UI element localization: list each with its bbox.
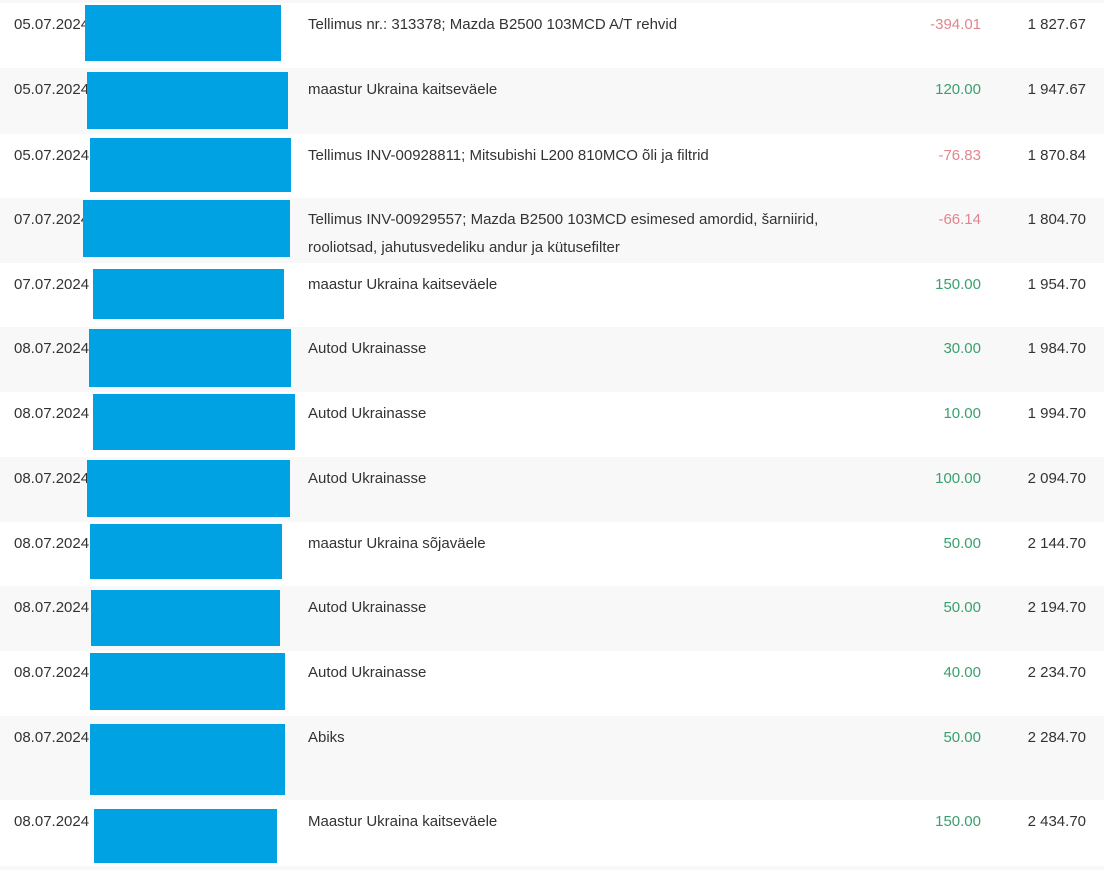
redacted-payee-box [91, 590, 280, 646]
transaction-row[interactable]: 08.07.2024 Autod Ukrainasse 30.00 1 984.… [0, 327, 1104, 392]
balance: 2 234.70 [1027, 664, 1086, 681]
transaction-date: 08.07.2024 [14, 812, 90, 830]
payee-cell [86, 68, 308, 129]
transaction-row[interactable]: 07.07.2024 maastur Ukraina kaitseväele 1… [0, 262, 1104, 327]
transaction-date: 08.07.2024 [14, 728, 90, 746]
amount: 150.00 [935, 812, 981, 830]
transaction-row[interactable]: 08.07.2024 Autod Ukrainasse 100.00 2 094… [0, 456, 1104, 522]
transaction-description: maastur Ukraina sõjaväele [308, 534, 486, 552]
transaction-date: 08.07.2024 [14, 599, 90, 616]
transaction-date: 08.07.2024 [14, 469, 90, 487]
payee-cell [86, 327, 308, 387]
balance: 2 094.70 [1027, 469, 1086, 487]
transaction-date: 05.07.2024 [14, 16, 90, 33]
amount: -66.14 [938, 211, 981, 228]
transaction-date: 07.07.2024 [14, 275, 90, 293]
redacted-payee-box [87, 459, 290, 517]
transaction-row[interactable]: 08.07.2024 Abiks 50.00 2 284.70 [0, 715, 1104, 800]
transaction-description: Autod Ukrainasse [308, 469, 427, 487]
transaction-date: 08.07.2024 [14, 405, 90, 422]
amount: 100.00 [935, 469, 981, 487]
redacted-payee-box [90, 137, 291, 192]
redacted-payee-box [85, 5, 281, 61]
amount: 50.00 [943, 534, 981, 552]
payee-cell [86, 651, 308, 710]
payee-cell [86, 457, 308, 517]
redacted-payee-box [94, 808, 277, 863]
payee-cell [86, 716, 308, 795]
redacted-payee-box [93, 268, 284, 319]
balance: 2 284.70 [1027, 728, 1086, 746]
transaction-row[interactable]: 07.07.2024 Tellimus INV-00929557; Mazda … [0, 198, 1104, 263]
balance: 1 804.70 [1027, 211, 1086, 228]
payee-cell [86, 392, 308, 450]
balance: 1 994.70 [1027, 405, 1086, 422]
transaction-description: Autod Ukrainasse [308, 405, 427, 422]
transaction-description: Tellimus INV-00928811; Mitsubishi L200 8… [308, 146, 709, 164]
redacted-payee-box [83, 200, 290, 257]
partial-row-above [0, 0, 1104, 3]
balance: 2 434.70 [1027, 812, 1086, 830]
transaction-row[interactable]: 05.07.2024 maastur Ukraina kaitseväele 1… [0, 67, 1104, 134]
transaction-row[interactable]: 08.07.2024 Autod Ukrainasse 40.00 2 234.… [0, 651, 1104, 716]
redacted-payee-box [90, 653, 285, 710]
balance: 1 827.67 [1027, 16, 1086, 33]
transaction-description: Maastur Ukraina kaitseväele [308, 812, 498, 830]
transaction-row[interactable]: 05.07.2024 Tellimus INV-00928811; Mitsub… [0, 133, 1104, 198]
transaction-date: 08.07.2024 [14, 534, 90, 552]
transaction-date: 05.07.2024 [14, 146, 90, 164]
transaction-description: Abiks [308, 728, 345, 746]
amount: 150.00 [935, 275, 981, 293]
transaction-row[interactable]: 08.07.2024 Autod Ukrainasse 10.00 1 994.… [0, 392, 1104, 457]
payee-cell [86, 522, 308, 579]
redacted-payee-box [89, 329, 291, 387]
transaction-description: maastur Ukraina kaitseväele [308, 80, 498, 98]
transaction-row[interactable]: 08.07.2024 Autod Ukrainasse 50.00 2 194.… [0, 586, 1104, 651]
balance: 1 984.70 [1027, 340, 1086, 357]
redacted-payee-box [90, 523, 282, 579]
amount: 40.00 [943, 664, 981, 681]
amount: 50.00 [943, 599, 981, 616]
payee-cell [83, 198, 308, 257]
transaction-description: Tellimus nr.: 313378; Mazda B2500 103MCD… [308, 16, 678, 33]
payee-cell [86, 586, 308, 646]
balance: 1 954.70 [1027, 275, 1086, 293]
redacted-payee-box [90, 723, 285, 795]
payee-cell [85, 3, 308, 61]
partial-row-below [0, 866, 1104, 870]
transaction-date: 08.07.2024 [14, 340, 90, 357]
transaction-description: Autod Ukrainasse [308, 664, 427, 681]
transactions-list: 05.07.2024 Tellimus nr.: 313378; Mazda B… [0, 3, 1104, 868]
amount: 120.00 [935, 80, 981, 98]
transaction-date: 07.07.2024 [14, 211, 90, 228]
payee-cell [86, 263, 308, 319]
amount: 50.00 [943, 728, 981, 746]
transaction-description: Autod Ukrainasse [308, 599, 427, 616]
amount: 10.00 [943, 405, 981, 422]
amount: 30.00 [943, 340, 981, 357]
amount: -76.83 [938, 146, 981, 164]
transaction-row[interactable]: 05.07.2024 Tellimus nr.: 313378; Mazda B… [0, 3, 1104, 68]
redacted-payee-box [87, 71, 288, 129]
transaction-description: maastur Ukraina kaitseväele [308, 275, 498, 293]
transaction-date: 08.07.2024 [14, 664, 90, 681]
balance: 2 144.70 [1027, 534, 1086, 552]
transaction-row[interactable]: 08.07.2024 maastur Ukraina sõjaväele 50.… [0, 521, 1104, 586]
amount: -394.01 [930, 16, 981, 33]
payee-cell [86, 134, 308, 192]
balance: 2 194.70 [1027, 599, 1086, 616]
balance: 1 870.84 [1027, 146, 1086, 164]
transaction-description: Tellimus INV-00929557; Mazda B2500 103MC… [308, 211, 819, 256]
balance: 1 947.67 [1027, 80, 1086, 98]
transaction-date: 05.07.2024 [14, 80, 90, 98]
redacted-payee-box [93, 394, 295, 450]
payee-cell [86, 800, 308, 863]
transaction-row[interactable]: 08.07.2024 Maastur Ukraina kaitseväele 1… [0, 799, 1104, 868]
transaction-description: Autod Ukrainasse [308, 340, 427, 357]
